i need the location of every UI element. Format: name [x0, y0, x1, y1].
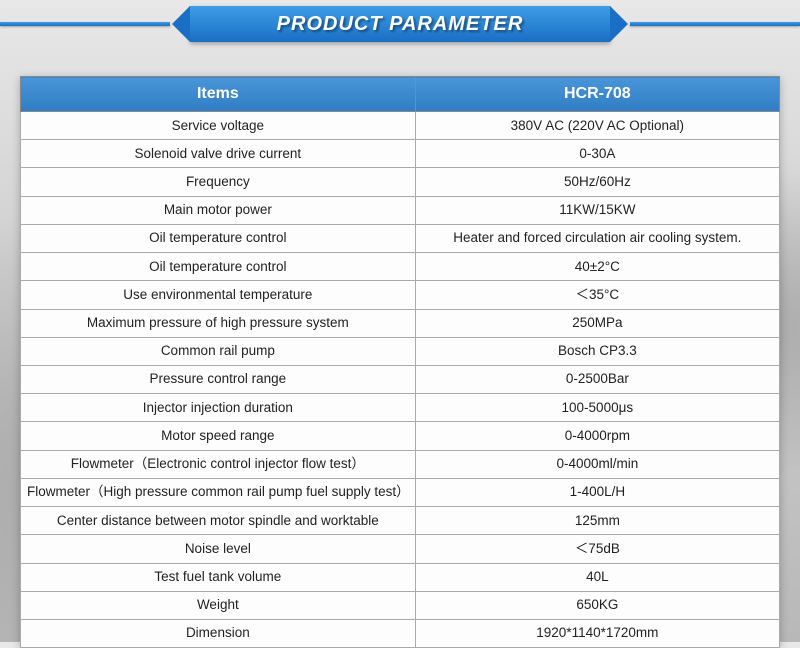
- param-name: Center distance between motor spindle an…: [21, 507, 416, 535]
- param-name: Pressure control range: [21, 365, 416, 393]
- table-row: Use environmental temperature＜35°C: [21, 281, 780, 309]
- param-name: Motor speed range: [21, 422, 416, 450]
- param-value: 650KG: [415, 591, 779, 619]
- param-name: Dimension: [21, 619, 416, 647]
- table-row: Frequency50Hz/60Hz: [21, 168, 780, 196]
- table-row: Main motor power11KW/15KW: [21, 196, 780, 224]
- param-value: ＜35°C: [415, 281, 779, 309]
- param-value: 1-400L/H: [415, 478, 779, 506]
- param-name: Frequency: [21, 168, 416, 196]
- parameter-table-container: Items HCR-708 Service voltage380V AC (22…: [20, 76, 780, 648]
- param-name: Solenoid valve drive current: [21, 140, 416, 168]
- param-value: 0-4000ml/min: [415, 450, 779, 478]
- banner-ribbon: PRODUCT PARAMETER: [190, 6, 610, 42]
- param-value: 380V AC (220V AC Optional): [415, 112, 779, 140]
- banner-line-right: [630, 22, 800, 26]
- param-name: Common rail pump: [21, 337, 416, 365]
- param-name: Service voltage: [21, 112, 416, 140]
- param-name: Oil temperature control: [21, 224, 416, 252]
- param-value: Heater and forced circulation air coolin…: [415, 224, 779, 252]
- table-header-row: Items HCR-708: [21, 77, 780, 112]
- param-name: Injector injection duration: [21, 394, 416, 422]
- param-name: Oil temperature control: [21, 253, 416, 281]
- param-value: 1920*1140*1720mm: [415, 619, 779, 647]
- table-row: Center distance between motor spindle an…: [21, 507, 780, 535]
- table-row: Test fuel tank volume40L: [21, 563, 780, 591]
- parameter-table: Items HCR-708 Service voltage380V AC (22…: [20, 76, 780, 648]
- table-row: Noise level＜75dB: [21, 535, 780, 563]
- param-name: Test fuel tank volume: [21, 563, 416, 591]
- param-name: Main motor power: [21, 196, 416, 224]
- param-value: 100-5000μs: [415, 394, 779, 422]
- param-value: 0-30A: [415, 140, 779, 168]
- table-body: Service voltage380V AC (220V AC Optional…: [21, 112, 780, 648]
- param-name: Maximum pressure of high pressure system: [21, 309, 416, 337]
- table-row: Motor speed range0-4000rpm: [21, 422, 780, 450]
- param-value: 40±2°C: [415, 253, 779, 281]
- table-row: Injector injection duration100-5000μs: [21, 394, 780, 422]
- banner-line-left: [0, 22, 170, 26]
- table-row: Weight650KG: [21, 591, 780, 619]
- table-row: Service voltage380V AC (220V AC Optional…: [21, 112, 780, 140]
- banner: PRODUCT PARAMETER: [0, 0, 800, 48]
- param-name: Weight: [21, 591, 416, 619]
- table-row: Maximum pressure of high pressure system…: [21, 309, 780, 337]
- table-row: Pressure control range0-2500Bar: [21, 365, 780, 393]
- param-name: Flowmeter（High pressure common rail pump…: [21, 478, 416, 506]
- table-row: Common rail pumpBosch CP3.3: [21, 337, 780, 365]
- table-row: Oil temperature controlHeater and forced…: [21, 224, 780, 252]
- param-value: 0-4000rpm: [415, 422, 779, 450]
- banner-title: PRODUCT PARAMETER: [277, 13, 524, 36]
- table-row: Oil temperature control40±2°C: [21, 253, 780, 281]
- param-value: Bosch CP3.3: [415, 337, 779, 365]
- param-name: Flowmeter（Electronic control injector fl…: [21, 450, 416, 478]
- table-row: Flowmeter（High pressure common rail pump…: [21, 478, 780, 506]
- param-value: 40L: [415, 563, 779, 591]
- param-value: ＜75dB: [415, 535, 779, 563]
- table-row: Solenoid valve drive current0-30A: [21, 140, 780, 168]
- param-value: 250MPa: [415, 309, 779, 337]
- table-row: Flowmeter（Electronic control injector fl…: [21, 450, 780, 478]
- param-value: 125mm: [415, 507, 779, 535]
- param-value: 50Hz/60Hz: [415, 168, 779, 196]
- param-value: 0-2500Bar: [415, 365, 779, 393]
- param-value: 11KW/15KW: [415, 196, 779, 224]
- param-name: Use environmental temperature: [21, 281, 416, 309]
- param-name: Noise level: [21, 535, 416, 563]
- header-items: Items: [21, 77, 416, 112]
- table-row: Dimension1920*1140*1720mm: [21, 619, 780, 647]
- header-model: HCR-708: [415, 77, 779, 112]
